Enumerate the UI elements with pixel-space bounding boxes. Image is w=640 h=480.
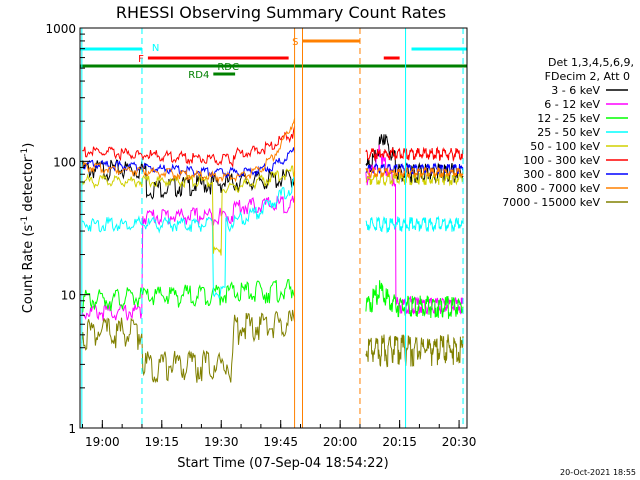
x-tick-label: 19:30 bbox=[204, 435, 239, 449]
flag-label-n: N bbox=[152, 43, 159, 54]
series-line-9 bbox=[81, 309, 296, 384]
legend-header-line: FDecim 2, Att 0 bbox=[545, 70, 630, 83]
series-line-9 bbox=[365, 334, 464, 368]
legend-label: 7000 - 15000 keV bbox=[502, 196, 600, 209]
y-axis-ticks: 1 10 100 1000 bbox=[45, 22, 90, 436]
series-line-8 bbox=[81, 118, 296, 184]
y-tick-label: 1 bbox=[68, 422, 76, 436]
series-line-6 bbox=[81, 126, 296, 169]
x-tick-label: 20:15 bbox=[382, 435, 417, 449]
series-line-4 bbox=[81, 176, 296, 300]
y-tick-label: 100 bbox=[53, 155, 76, 169]
series-line-3 bbox=[81, 279, 296, 313]
plot-frame bbox=[79, 27, 468, 429]
y-axis-label: Count Rate (s-1 detector-1) bbox=[20, 143, 36, 314]
legend-label: 6 - 12 keV bbox=[544, 98, 600, 111]
y-axis-label-exp: -1 bbox=[20, 216, 30, 225]
y-axis-label-part: Count Rate (s bbox=[21, 225, 36, 314]
series-line-1 bbox=[81, 159, 296, 200]
x-tick-label: 19:00 bbox=[85, 435, 120, 449]
flag-label-rdc: RDC bbox=[217, 62, 239, 73]
series-line-3 bbox=[365, 280, 464, 319]
chart-title: RHESSI Observing Summary Count Rates bbox=[116, 3, 446, 22]
x-tick-label: 19:45 bbox=[263, 435, 298, 449]
legend-label: 800 - 7000 keV bbox=[516, 182, 600, 195]
series-line-7 bbox=[365, 162, 464, 175]
flag-label-s: S bbox=[292, 37, 298, 48]
render-timestamp: 20-Oct-2021 18:55 bbox=[560, 468, 636, 477]
legend-label: 50 - 100 keV bbox=[530, 140, 600, 153]
series-line-8 bbox=[365, 166, 464, 179]
y-axis-label-exp: -1 bbox=[20, 148, 30, 157]
vertical-markers bbox=[81, 28, 464, 428]
series-line-2 bbox=[81, 195, 296, 321]
legend-label: 12 - 25 keV bbox=[537, 112, 600, 125]
legend: Det 1,3,4,5,6,9, FDecim 2, Att 0 3 - 6 k… bbox=[502, 56, 634, 209]
x-tick-label: 20:30 bbox=[442, 435, 477, 449]
y-tick-label: 10 bbox=[61, 289, 76, 303]
flag-label-f: F bbox=[138, 54, 144, 65]
series-line-6 bbox=[365, 146, 464, 162]
legend-label: 100 - 300 keV bbox=[523, 154, 600, 167]
legend-label: 3 - 6 keV bbox=[551, 84, 600, 97]
series-line-4 bbox=[365, 215, 464, 234]
legend-label: 300 - 800 keV bbox=[523, 168, 600, 181]
x-axis-label: Start Time (07-Sep-04 18:54:22) bbox=[177, 456, 388, 471]
legend-label: 25 - 50 keV bbox=[537, 126, 600, 139]
data-series bbox=[81, 118, 464, 384]
series-line-5 bbox=[81, 165, 296, 256]
y-tick-label: 1000 bbox=[45, 22, 76, 36]
flag-label-rd4: RD4 bbox=[188, 70, 209, 81]
y-axis-label-part: ) bbox=[21, 143, 36, 148]
x-tick-label: 20:00 bbox=[323, 435, 358, 449]
x-axis-ticks: 19:00 19:15 19:30 19:45 20:00 20:15 20:30 bbox=[82, 420, 477, 449]
legend-header-line: Det 1,3,4,5,6,9, bbox=[548, 56, 634, 69]
y-axis-label-part: detector bbox=[21, 156, 36, 216]
x-tick-label: 19:15 bbox=[144, 435, 179, 449]
flag-bars: N S F RDC RD4 bbox=[80, 37, 467, 81]
